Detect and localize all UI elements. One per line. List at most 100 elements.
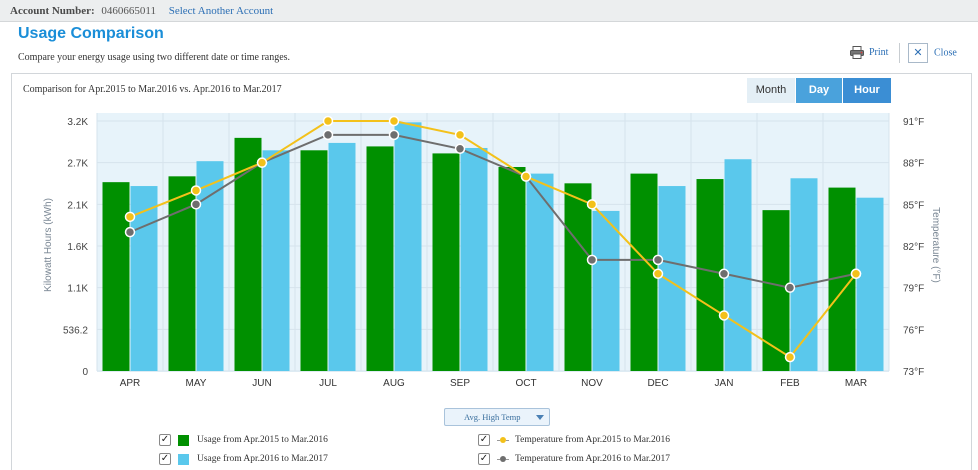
bar-usage1 (366, 146, 394, 371)
right-axis-tick-label: 85°F (903, 200, 924, 211)
point-temp2 (388, 129, 400, 141)
legend-item-usage1[interactable]: ✓ Usage from Apr.2015 to Mar.2016 (159, 433, 328, 447)
series-selector-label: Avg. High Temp (464, 412, 521, 422)
legend-item-temp2[interactable]: ✓ Temperature from Apr.2016 to Mar.2017 (478, 452, 670, 466)
legend-label-temp2: Temperature from Apr.2016 to Mar.2017 (515, 454, 670, 464)
close-button[interactable]: ✕ Close (908, 43, 957, 63)
point-temp1 (388, 115, 400, 127)
right-axis-label: Temperature (°F) (930, 207, 941, 283)
account-number-label: Account Number: (10, 5, 95, 17)
bar-usage2 (856, 197, 884, 371)
tab-day[interactable]: Day (795, 78, 842, 103)
point-temp1 (454, 129, 466, 141)
x-axis-tick-label: AUG (383, 378, 405, 389)
legend-swatch-usage2 (178, 453, 189, 465)
bar-usage2 (790, 178, 818, 371)
left-axis-label: Kilowatt Hours (kWh) (43, 198, 54, 292)
legend-checkbox-temp1[interactable]: ✓ (478, 434, 490, 446)
x-axis-ticks: APR MAY JUN JUL AUG SEP OCT NOV DEC JAN FEB MAR (120, 378, 867, 389)
right-axis-tick-label: 79°F (903, 284, 924, 295)
bar-usage2 (130, 186, 158, 371)
left-axis-tick-label: 1.1K (67, 284, 88, 295)
bar-usage1 (432, 153, 460, 371)
legend-label-usage2: Usage from Apr.2016 to Mar.2017 (197, 454, 328, 464)
point-temp2 (718, 268, 730, 280)
print-label: Print (869, 46, 889, 58)
x-axis-tick-label: JUL (319, 378, 337, 389)
point-temp2 (124, 226, 136, 238)
tab-hour[interactable]: Hour (842, 78, 891, 103)
point-temp2 (652, 254, 664, 266)
select-another-account-link[interactable]: Select Another Account (168, 5, 274, 17)
x-axis-tick-label: MAR (845, 378, 867, 389)
bar-usage2 (526, 173, 554, 371)
legend-checkbox-usage2[interactable]: ✓ (159, 453, 171, 465)
point-temp2 (586, 254, 598, 266)
legend-label-usage1: Usage from Apr.2015 to Mar.2016 (197, 435, 328, 445)
point-temp1 (652, 268, 664, 280)
series-selector-dropdown[interactable]: Avg. High Temp (444, 408, 550, 426)
comparison-text: Comparison for Apr.2015 to Mar.2016 vs. … (23, 84, 282, 95)
close-label: Close (934, 47, 957, 59)
point-temp1 (718, 310, 730, 321)
legend-swatch-temp2 (497, 454, 509, 465)
legend-checkbox-usage1[interactable]: ✓ (159, 434, 171, 446)
bar-usage1 (762, 210, 790, 371)
page-title: Usage Comparison (18, 25, 164, 42)
point-temp1 (850, 268, 862, 280)
close-icon: ✕ (908, 43, 928, 63)
bar-usage2 (328, 142, 356, 371)
bar-usage1 (498, 167, 526, 371)
x-axis-tick-label: DEC (647, 378, 668, 389)
left-axis-tick-label: 3.2K (67, 117, 88, 128)
point-temp1 (256, 157, 268, 168)
x-axis-tick-label: FEB (780, 378, 800, 389)
left-axis-tick-label: 1.6K (67, 242, 88, 253)
point-temp1 (586, 199, 598, 210)
x-axis-tick-label: JUN (252, 378, 271, 389)
legend-label-temp1: Temperature from Apr.2015 to Mar.2016 (515, 435, 670, 445)
x-axis-tick-label: SEP (450, 378, 470, 389)
x-axis-tick-label: OCT (515, 378, 536, 389)
bar-usage2 (724, 159, 752, 371)
account-bar: Account Number: 0460665011 Select Anothe… (0, 0, 978, 22)
gridlines (96, 113, 890, 372)
legend-swatch-usage1 (178, 434, 189, 446)
x-axis-tick-label: NOV (581, 378, 603, 389)
right-axis-tick-label: 73°F (903, 367, 924, 378)
point-temp1 (190, 185, 202, 196)
page-subtitle: Compare your energy usage using two diff… (18, 52, 291, 63)
tab-month[interactable]: Month (747, 78, 795, 103)
x-axis-tick-label: APR (120, 378, 141, 389)
bar-usage2 (658, 186, 686, 371)
legend-checkbox-temp2[interactable]: ✓ (478, 453, 490, 465)
line-temp1 (129, 120, 857, 359)
left-axis-tick-label: 2.1K (67, 200, 88, 211)
line-series (124, 115, 862, 363)
point-temp2 (784, 282, 796, 293)
right-axis-tick-label: 91°F (903, 117, 924, 128)
point-temp2 (322, 129, 334, 141)
right-axis-ticks: 73°F 76°F 79°F 82°F 85°F 88°F 91°F (903, 117, 924, 378)
bar-usage1 (564, 183, 592, 371)
chevron-down-icon (536, 415, 544, 420)
right-axis-tick-label: 82°F (903, 242, 924, 253)
bar-usage1 (168, 176, 196, 371)
bar-usage2 (394, 122, 422, 371)
legend-item-usage2[interactable]: ✓ Usage from Apr.2016 to Mar.2017 (159, 452, 328, 466)
point-temp2 (454, 143, 466, 155)
bar-usage2 (262, 150, 290, 371)
line-temp2 (129, 133, 857, 289)
point-temp1 (322, 115, 334, 127)
x-axis-tick-label: MAY (186, 378, 207, 389)
printer-icon (850, 46, 864, 59)
bar-usage1 (300, 150, 328, 371)
left-axis-ticks: 0 536.2 1.1K 1.6K 2.1K 2.7K 3.2K (63, 117, 88, 378)
legend-item-temp1[interactable]: ✓ Temperature from Apr.2015 to Mar.2016 (478, 433, 670, 447)
left-axis-tick-label: 536.2 (63, 325, 88, 336)
print-button[interactable]: Print (850, 46, 888, 59)
left-axis-tick-label: 2.7K (67, 159, 88, 170)
right-axis-tick-label: 88°F (903, 159, 924, 170)
bar-series (102, 122, 884, 371)
